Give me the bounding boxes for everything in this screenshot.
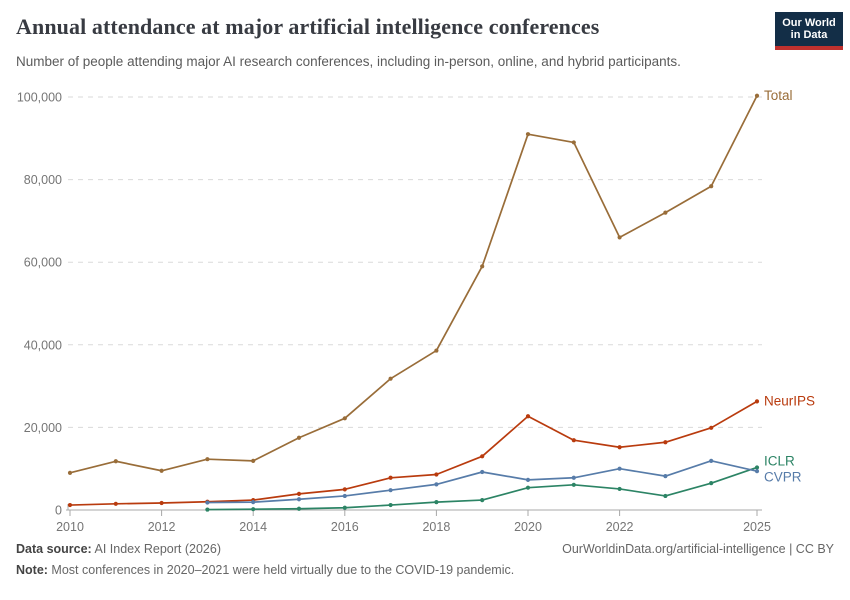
- point-total: [663, 210, 668, 215]
- line-total[interactable]: [69, 95, 758, 474]
- point-neurips: [525, 414, 531, 419]
- x-axis-tick-label: 2022: [606, 520, 634, 534]
- point-neurips: [434, 472, 439, 477]
- point-cvpr: [434, 482, 439, 487]
- point-iclr: [480, 497, 485, 503]
- point-cvpr: [709, 458, 714, 463]
- note-value: Most conferences in 2020–2021 were held …: [47, 563, 515, 577]
- point-total: [388, 376, 393, 381]
- point-total: [67, 470, 73, 475]
- point-cvpr: [342, 493, 347, 499]
- point-cvpr: [617, 466, 622, 471]
- point-cvpr: [251, 500, 256, 505]
- point-cvpr: [205, 500, 210, 505]
- point-total: [113, 459, 118, 464]
- point-total: [754, 93, 760, 98]
- line-cvpr[interactable]: [207, 460, 758, 504]
- point-iclr: [434, 500, 439, 505]
- y-axis-tick-label: 20,000: [24, 421, 62, 435]
- data-source: Data source: AI Index Report (2026): [16, 542, 221, 556]
- x-axis-tick-label: 2014: [239, 520, 267, 534]
- point-total: [296, 435, 302, 440]
- point-iclr: [663, 493, 668, 499]
- x-axis-tick-label: 2012: [148, 520, 176, 534]
- point-iclr: [525, 485, 531, 490]
- point-total: [342, 416, 347, 421]
- note-label: Note:: [16, 563, 48, 577]
- y-axis-tick-label: 60,000: [24, 256, 62, 270]
- y-axis-tick-label: 40,000: [24, 338, 62, 352]
- point-iclr: [342, 505, 347, 510]
- point-iclr: [296, 506, 302, 511]
- point-total: [434, 348, 439, 353]
- x-axis-tick-label: 2025: [743, 520, 771, 534]
- source-url-link[interactable]: OurWorldinData.org/artificial-intelligen…: [562, 542, 834, 556]
- point-total: [159, 468, 164, 473]
- point-cvpr: [525, 477, 531, 482]
- point-cvpr: [388, 488, 393, 493]
- x-axis-tick-label: 2020: [514, 520, 542, 534]
- point-total: [480, 264, 485, 269]
- data-source-value: AI Index Report (2026): [91, 542, 221, 556]
- point-iclr: [709, 481, 714, 486]
- series-label-neurips[interactable]: NeurIPS: [764, 393, 815, 408]
- point-total: [205, 457, 210, 462]
- point-neurips: [571, 438, 576, 443]
- point-neurips: [159, 500, 164, 506]
- series-label-total[interactable]: Total: [764, 88, 793, 103]
- owid-logo: Our World in Data: [775, 12, 843, 50]
- point-neurips: [67, 502, 73, 508]
- point-iclr: [754, 465, 760, 470]
- point-cvpr: [754, 469, 760, 474]
- point-neurips: [342, 487, 347, 492]
- page-title: Annual attendance at major artificial in…: [16, 14, 600, 39]
- point-cvpr: [480, 469, 485, 475]
- point-neurips: [296, 491, 302, 496]
- point-total: [617, 235, 622, 240]
- point-iclr: [251, 507, 256, 512]
- y-axis-tick-label: 80,000: [24, 173, 62, 187]
- point-total: [525, 132, 531, 137]
- point-total: [571, 140, 576, 145]
- point-neurips: [754, 399, 760, 404]
- line-chart: 0 20,000 40,000 60,000 80,000 100,000 2010 2012…: [0, 80, 850, 540]
- chart-note: Note: Most conferences in 2020–2021 were…: [16, 563, 514, 577]
- point-total: [709, 184, 714, 189]
- point-neurips: [113, 501, 118, 506]
- y-axis-tick-label: 0: [55, 504, 62, 518]
- page-subtitle: Number of people attending major AI rese…: [16, 54, 681, 69]
- point-neurips: [663, 440, 668, 445]
- point-cvpr: [663, 474, 668, 479]
- line-neurips[interactable]: [69, 400, 758, 506]
- owid-logo-text-line1: Our World: [782, 17, 836, 29]
- point-iclr: [617, 486, 622, 492]
- point-neurips: [480, 454, 485, 459]
- point-neurips: [388, 475, 393, 480]
- point-neurips: [617, 445, 622, 450]
- point-iclr: [388, 502, 393, 508]
- x-axis-tick-label: 2018: [422, 520, 450, 534]
- point-cvpr: [296, 497, 302, 502]
- point-neurips: [709, 425, 714, 430]
- series-label-cvpr[interactable]: CVPR: [764, 469, 802, 484]
- point-iclr: [205, 507, 210, 512]
- point-cvpr: [571, 475, 576, 480]
- point-iclr: [571, 482, 576, 487]
- data-source-label: Data source:: [16, 542, 92, 556]
- chart-footer: Data source: AI Index Report (2026) OurW…: [16, 542, 834, 577]
- x-axis-tick-label: 2010: [56, 520, 84, 534]
- x-axis-tick-label: 2016: [331, 520, 359, 534]
- owid-logo-text-line2: in Data: [790, 29, 828, 41]
- y-axis-tick-label: 100,000: [17, 91, 62, 105]
- point-total: [251, 458, 256, 463]
- series-label-iclr[interactable]: ICLR: [764, 453, 795, 468]
- line-chart-canvas: 0 20,000 40,000 60,000 80,000 100,000 2010 2012…: [17, 88, 815, 534]
